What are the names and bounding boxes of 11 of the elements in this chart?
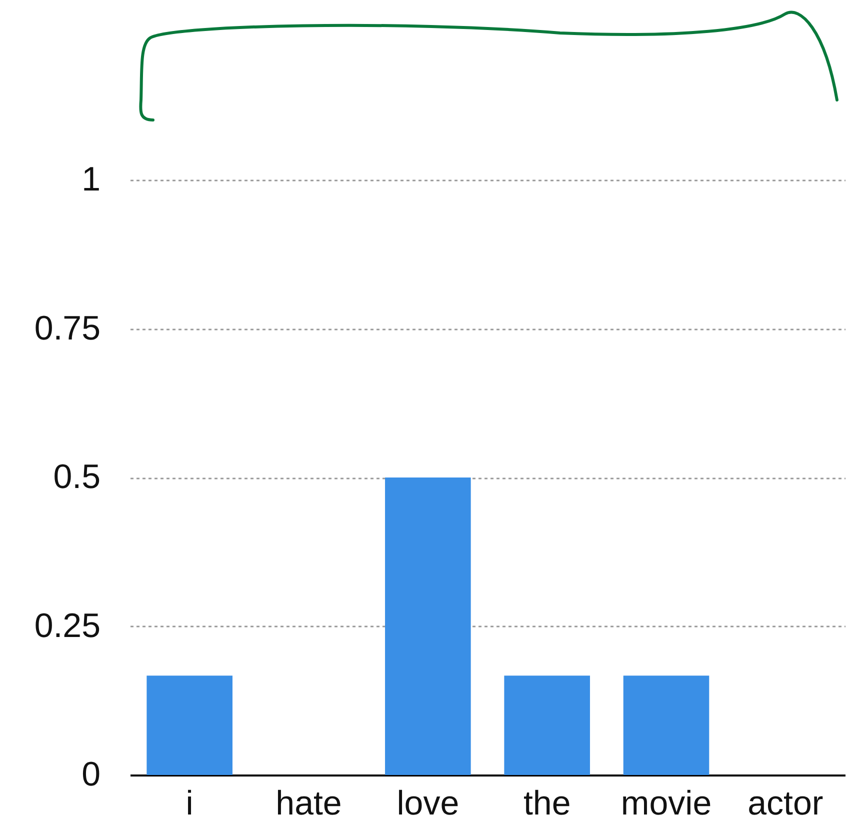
- y-tick-label: 0: [82, 756, 100, 794]
- y-tick-label: 0.5: [53, 458, 100, 496]
- y-tick-label: 1: [82, 160, 100, 198]
- x-tick-label: hate: [276, 784, 342, 822]
- x-tick-label: the: [523, 784, 571, 822]
- y-tick-label: 0.25: [34, 606, 100, 645]
- x-tick-label: actor: [748, 784, 824, 822]
- y-tick-label: 0.75: [34, 309, 100, 348]
- x-tick-label: movie: [620, 784, 712, 822]
- x-tick-label: love: [396, 784, 460, 822]
- x-tick-label: i: [186, 784, 194, 822]
